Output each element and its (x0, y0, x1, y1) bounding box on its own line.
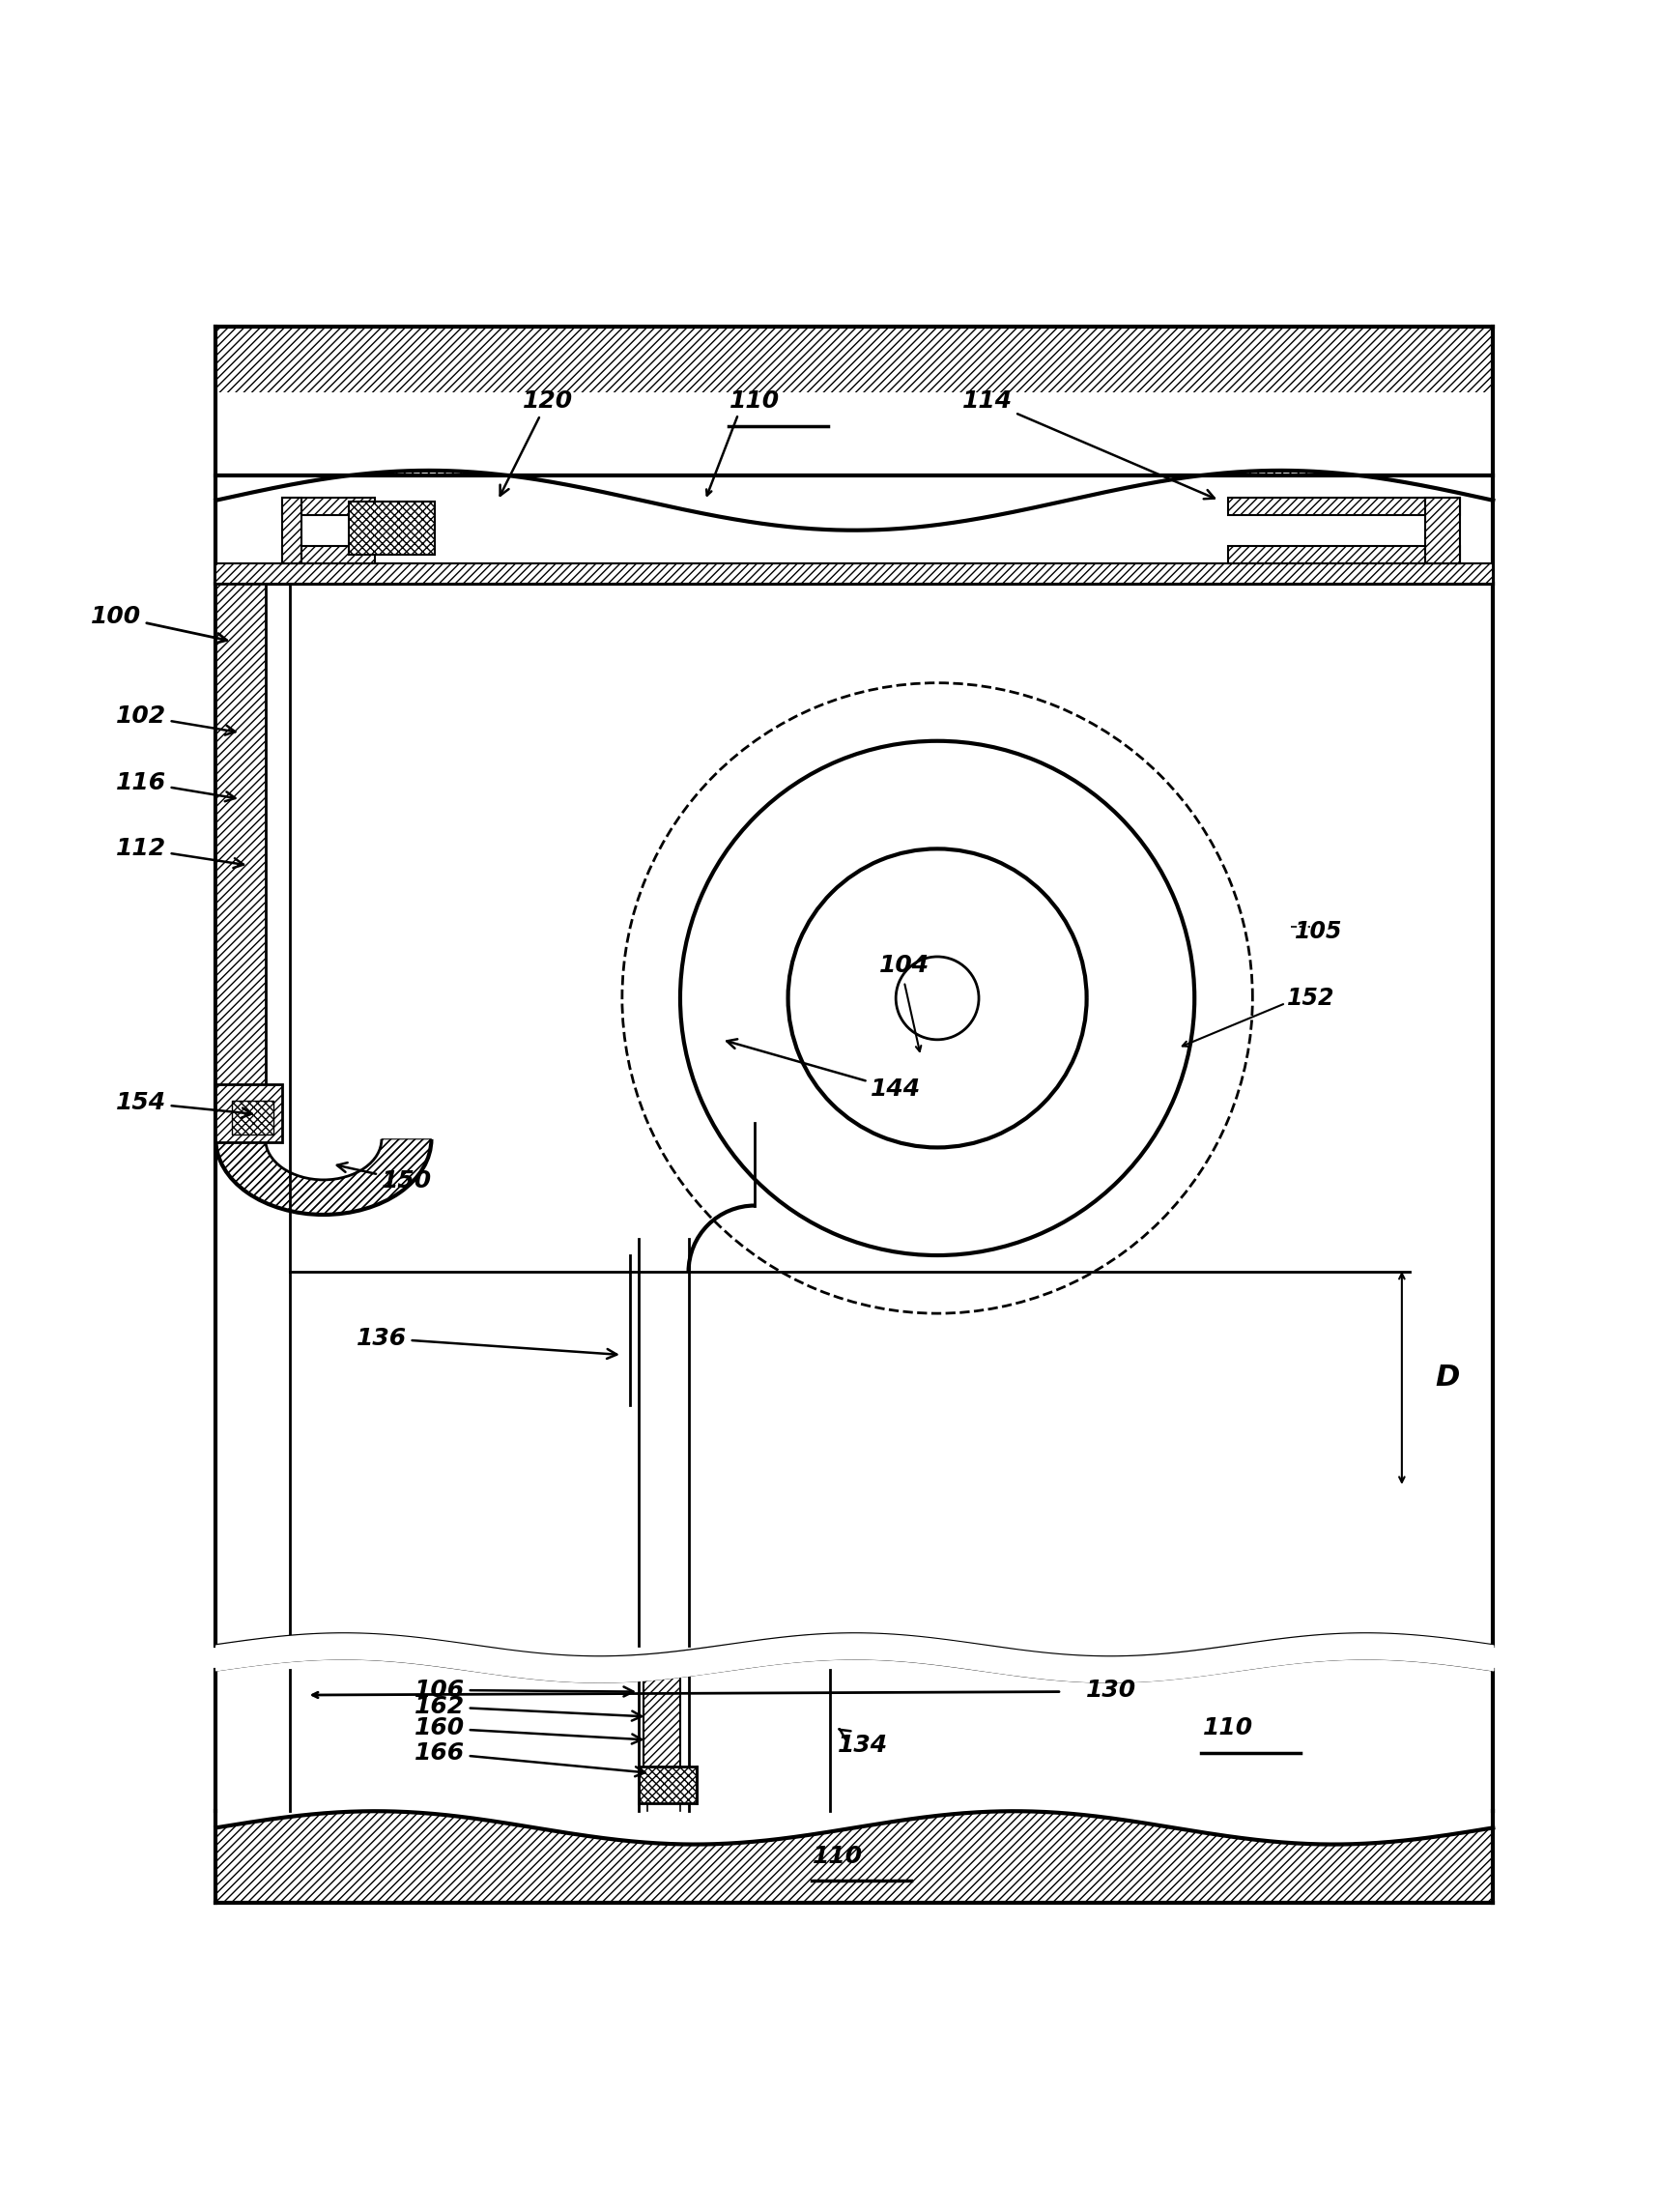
Text: 166: 166 (415, 1741, 645, 1776)
Text: 150: 150 (337, 1164, 431, 1192)
Text: 120: 120 (499, 389, 572, 495)
Text: 134: 134 (838, 1730, 888, 1756)
Bar (282, 546, 375, 564)
Text: 105: 105 (1296, 920, 1342, 942)
Bar (1228, 498, 1460, 515)
Text: 114: 114 (962, 389, 1214, 500)
Text: 110: 110 (813, 1845, 863, 1867)
Bar (1228, 546, 1460, 564)
Text: D: D (1435, 1365, 1460, 1391)
Polygon shape (216, 1139, 431, 1214)
Text: 162: 162 (415, 1694, 642, 1721)
Bar (216, 584, 265, 1139)
Text: 112: 112 (116, 836, 244, 867)
Text: 144: 144 (727, 1040, 921, 1102)
Bar (216, 1084, 282, 1144)
Text: 110: 110 (730, 389, 780, 411)
Bar (232, 1102, 274, 1135)
Text: 136: 136 (357, 1327, 617, 1358)
Bar (216, 476, 1493, 584)
Text: 100: 100 (91, 604, 227, 644)
Text: 152: 152 (1287, 987, 1334, 1009)
Text: 110: 110 (1203, 1717, 1253, 1741)
Bar (216, 564, 1493, 584)
Bar (282, 498, 375, 515)
Bar (282, 498, 302, 564)
Text: 104: 104 (879, 953, 929, 975)
Bar (216, 1812, 1493, 1902)
Text: 160: 160 (415, 1717, 642, 1743)
Bar (639, 1767, 697, 1803)
Bar (348, 502, 435, 555)
Bar (1425, 498, 1460, 564)
Bar (644, 1661, 680, 1770)
Text: 106: 106 (415, 1679, 634, 1701)
Bar (216, 325, 1493, 476)
Text: 130: 130 (1087, 1679, 1136, 1701)
Text: 102: 102 (116, 703, 236, 734)
Text: 116: 116 (116, 770, 236, 801)
Text: 154: 154 (116, 1091, 252, 1117)
